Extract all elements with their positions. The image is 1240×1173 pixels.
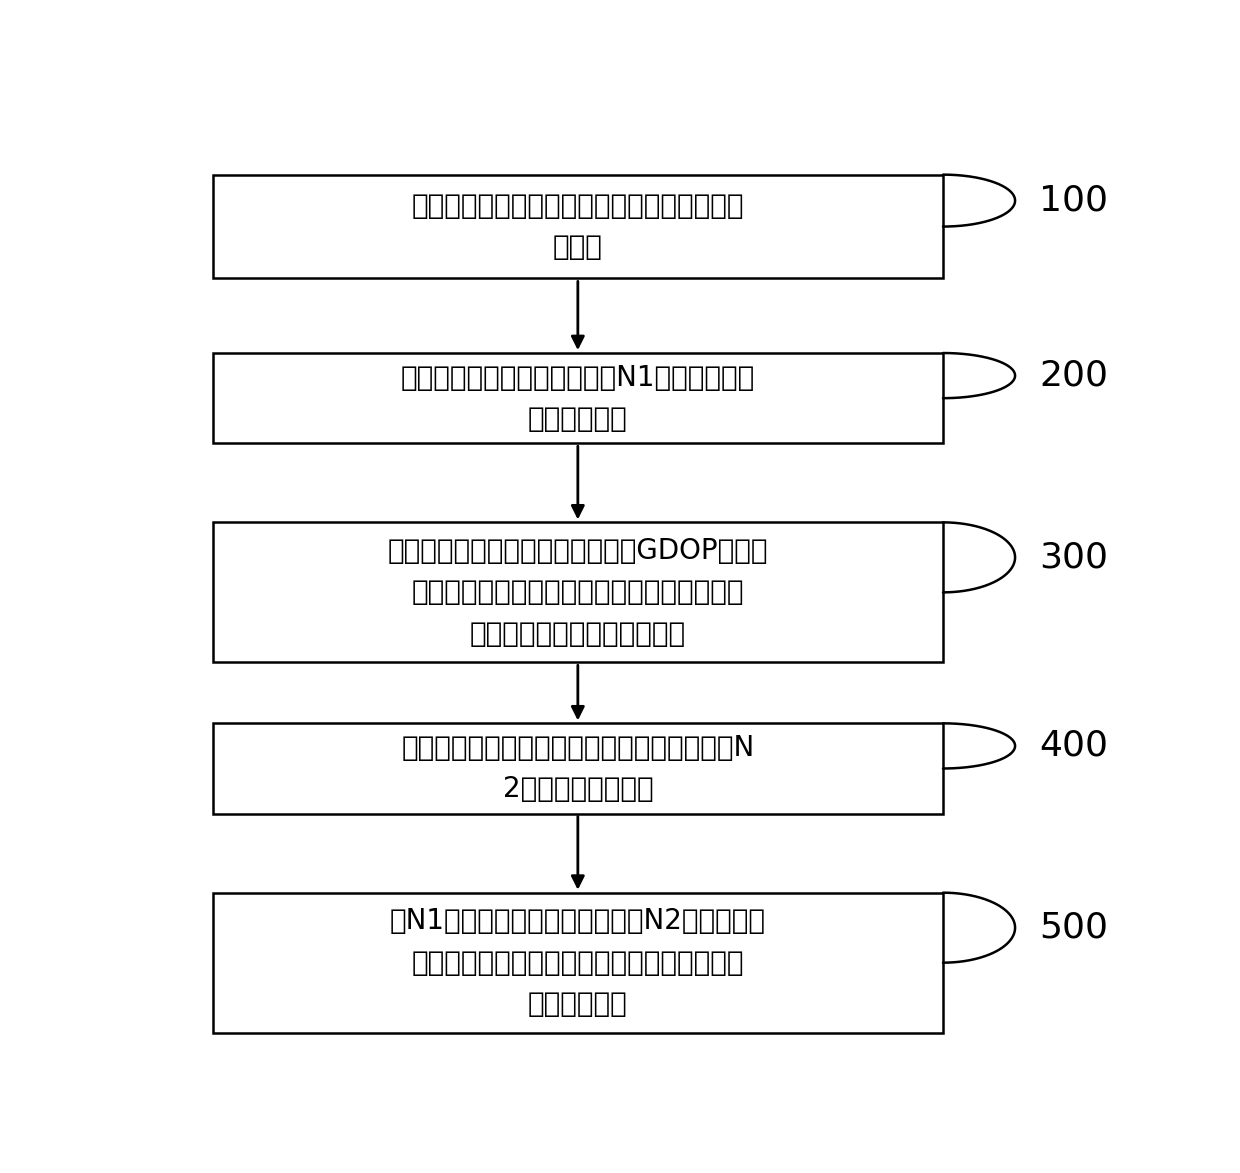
Text: 根据本次信号捕捉结果，选择N1颗卫星信号强
度最大的卫星: 根据本次信号捕捉结果，选择N1颗卫星信号强 度最大的卫星 xyxy=(401,364,755,433)
FancyBboxPatch shape xyxy=(213,353,944,443)
FancyBboxPatch shape xyxy=(213,724,944,814)
Text: 400: 400 xyxy=(1039,728,1109,762)
Text: 计算所有可用卫星参与定位得到的GDOP，使用
梯度下降方法确定各个可用卫星对定位精度的
贡献，并计算各个卫星的权重: 计算所有可用卫星参与定位得到的GDOP，使用 梯度下降方法确定各个可用卫星对定位… xyxy=(388,537,768,647)
Text: 300: 300 xyxy=(1039,541,1109,575)
FancyBboxPatch shape xyxy=(213,893,944,1032)
FancyBboxPatch shape xyxy=(213,175,944,278)
Text: 根据各个卫星的权重，从所有可用卫星中选择N
2颗贡献最大的卫星: 根据各个卫星的权重，从所有可用卫星中选择N 2颗贡献最大的卫星 xyxy=(402,734,754,804)
Text: 500: 500 xyxy=(1039,910,1109,944)
Text: 100: 100 xyxy=(1039,184,1109,218)
Text: 200: 200 xyxy=(1039,359,1109,393)
Text: 运行一次卫星定位计算过程，得到本次信号捕
捉结果: 运行一次卫星定位计算过程，得到本次信号捕 捉结果 xyxy=(412,192,744,262)
FancyBboxPatch shape xyxy=(213,522,944,663)
Text: 以N1颗卫星信号强度最大卫星和N2颗贡献最大
卫星的交集作为最优卫星，通过最优卫星进行
当前卫星定位: 以N1颗卫星信号强度最大卫星和N2颗贡献最大 卫星的交集作为最优卫星，通过最优卫… xyxy=(389,908,766,1018)
